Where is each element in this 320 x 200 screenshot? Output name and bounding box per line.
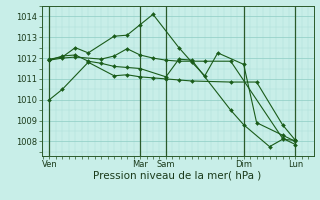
X-axis label: Pression niveau de la mer( hPa ): Pression niveau de la mer( hPa ) [93, 171, 262, 181]
